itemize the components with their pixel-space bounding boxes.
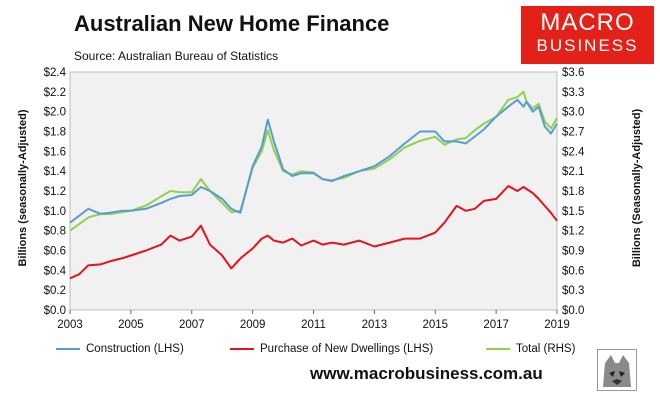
y-left-tick-label: $1.0 [44,206,66,218]
y-axis-right: $0.0 $0.3 $0.6 $0.9 $1.2 $1.5 $1.8 $2.1 $2.4 $2.7… [562,67,585,317]
legend-swatch-construction [56,348,80,350]
macrobusiness-logo: MACRO BUSINESS [521,6,654,64]
plot-area [69,71,558,311]
legend-swatch-total [486,348,510,350]
legend-label-construction: Construction (LHS) [86,343,184,355]
series-lines [69,90,558,280]
y-right-tick-label: $3.3 [562,87,584,99]
y-right-tick-label: $2.4 [562,146,585,158]
legend-swatch-purchase [230,348,254,350]
y-left-tick-label: $0.6 [44,246,66,258]
legend-label-purchase: Purchase of New Dwellings (LHS) [260,343,434,355]
y-right-tick-label: $1.2 [562,226,584,238]
y-right-tick-label: $0.9 [562,246,584,258]
x-tick-label: 2011 [301,319,326,331]
x-tick-label: 2015 [422,319,448,331]
y-right-tick-label: $2.1 [562,166,584,178]
chart-source: Source: Australian Bureau of Statistics [74,49,279,63]
x-tick-label: 2009 [240,319,266,331]
x-tick-label: 2005 [118,319,144,331]
y-right-tick-label: $0.0 [562,305,584,317]
y-right-tick-label: $0.6 [562,265,584,277]
website-url: www.macrobusiness.com.au [310,364,543,383]
y-left-tick-label: $1.6 [44,146,66,158]
y-left-tick-label: $0.4 [44,265,67,277]
x-axis: 2003 2005 2007 2009 2011 2013 2015 2017 2019 [57,310,570,331]
y-left-tick-label: $2.0 [44,107,66,119]
y-right-tick-label: $1.8 [562,186,584,198]
legend-item-purchase: Purchase of New Dwellings (LHS) [230,343,433,355]
logo-line-1: MACRO [540,9,635,36]
wolf-logo-icon [597,349,637,391]
y-right-tick-label: $2.7 [562,127,584,139]
y-left-tick-label: $1.8 [44,127,66,139]
y-left-tick-label: $1.4 [44,166,67,178]
legend-item-construction: Construction (LHS) [56,343,184,355]
chart-title: Australian New Home Finance [74,11,390,36]
y-left-tick-label: $0.8 [44,226,66,238]
legend-label-total: Total (RHS) [516,343,576,355]
series-line-construction [69,98,558,224]
y-left-tick-label: $2.4 [44,67,67,79]
y-left-tick-label: $0.0 [44,305,66,317]
y-axis-left: $0.0 $0.2 $0.4 $0.6 $0.8 $1.0 $1.2 $1.4 $1.6 $1.8… [44,67,67,317]
x-tick-label: 2013 [362,319,388,331]
x-tick-label: 2007 [179,319,205,331]
logo-line-2: BUSINESS [536,36,639,55]
x-tick-label: 2003 [57,319,83,331]
legend-item-total: Total (RHS) [486,343,575,355]
y-right-tick-label: $1.5 [562,206,584,218]
y-left-tick-label: $0.2 [44,285,66,297]
x-tick-label: 2019 [544,319,570,331]
x-tick-label: 2017 [483,319,509,331]
series-line-purchase [69,185,558,280]
y-left-tick-label: $2.2 [44,87,66,99]
y-right-tick-label: $3.0 [562,107,584,119]
y-right-tick-label: $0.3 [562,285,584,297]
y-right-tick-label: $3.6 [562,67,584,79]
y-left-tick-label: $1.2 [44,186,66,198]
